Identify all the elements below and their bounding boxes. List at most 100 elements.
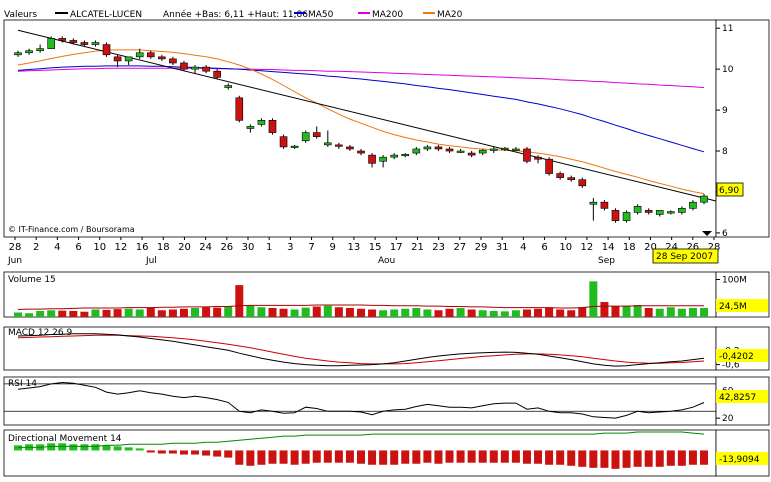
candle: [423, 146, 432, 150]
candle: [124, 56, 133, 62]
dm-title: Directional Movement 14: [8, 434, 122, 444]
volume-bar: [412, 308, 421, 317]
volume-bar: [434, 310, 443, 317]
candle: [58, 38, 67, 41]
xtick-label: 4: [54, 242, 60, 253]
dm-bar: [700, 450, 708, 465]
candle: [202, 66, 210, 72]
volume-bar: [357, 308, 365, 317]
macd-panel-axis-frame: [715, 326, 770, 371]
candle: [512, 148, 520, 151]
dm-bar: [556, 450, 565, 465]
xtick-label: 30: [242, 242, 255, 253]
dm-bar: [522, 450, 531, 464]
candle: [102, 44, 111, 56]
dm-bar: [191, 450, 200, 455]
volume-bar: [135, 309, 144, 317]
dm-bar: [113, 446, 122, 451]
dm-bar: [345, 450, 354, 463]
dm-bar: [578, 450, 587, 467]
candle: [301, 132, 310, 142]
volume-bar: [334, 307, 343, 317]
volume-bar: [589, 281, 598, 317]
candle: [91, 42, 100, 45]
dm-bar: [511, 450, 520, 463]
ma50-line: [17, 65, 705, 153]
volume-bar: [633, 305, 642, 317]
volume-bar: [379, 310, 388, 317]
xtick-label: 9: [330, 242, 336, 253]
volume-bar: [202, 307, 211, 317]
dm-bar: [69, 444, 78, 451]
volume-bar: [700, 308, 708, 317]
dm-line: [18, 431, 705, 448]
volume-bar: [456, 308, 465, 317]
candle: [279, 136, 288, 148]
candle: [257, 120, 266, 125]
xtick-label: 27: [453, 242, 466, 253]
dm-bar: [456, 450, 465, 463]
volume-bar: [279, 308, 288, 317]
candle: [534, 156, 542, 160]
directional-movement-panel: Directional Movement 14 -13,9094: [3, 429, 770, 477]
dm-bar: [545, 450, 554, 465]
volume-bar: [268, 308, 277, 317]
xtick-label: 24: [199, 242, 212, 253]
xtick-label: 23: [432, 242, 445, 253]
candle: [47, 38, 55, 49]
xtick-label: 4: [520, 242, 526, 253]
rsi-panel: RSI 14602042,8257: [3, 376, 770, 426]
xtick-label: 18: [623, 242, 636, 253]
month-label: Sep: [598, 256, 615, 266]
volume-bar: [235, 285, 244, 317]
volume-bar: [47, 310, 56, 317]
watermark: © IT-Finance.com / Boursorama: [8, 225, 135, 234]
volume-bar: [688, 308, 697, 317]
candle: [368, 154, 376, 164]
candle: [501, 147, 509, 150]
xtick-label: 20: [644, 242, 657, 253]
price-ytick-label: 6: [722, 229, 728, 239]
candle: [36, 48, 44, 52]
volume-bar: [191, 308, 200, 317]
volume-bar: [257, 307, 266, 317]
volume-bar: [157, 310, 166, 317]
dm-bar: [390, 450, 399, 465]
scroll-down-icon[interactable]: [702, 231, 712, 236]
macd-signal-line: [17, 334, 705, 365]
macd-title: MACD 12 26 9: [8, 328, 72, 338]
xtick-label: 10: [93, 242, 106, 253]
dm-bar: [589, 450, 598, 468]
volume-bar: [36, 311, 45, 317]
candle: [633, 205, 642, 213]
dm-bar: [655, 450, 664, 467]
volume-bar: [323, 305, 332, 317]
price-ytick-label: 10: [722, 65, 734, 75]
xtick-label: 16: [136, 242, 149, 253]
candle: [545, 158, 553, 174]
candle: [401, 153, 410, 157]
legend-label-ma50: MA50: [308, 10, 334, 20]
dm-bar: [423, 450, 432, 463]
dm-bar: [202, 450, 211, 456]
rsi-line: [17, 381, 705, 419]
volume-bar: [80, 311, 89, 317]
dm-bar: [91, 444, 100, 451]
dm-bar: [290, 450, 299, 465]
volume-bar: [655, 308, 664, 317]
candle: [689, 201, 697, 209]
candle: [578, 179, 587, 187]
candle: [324, 142, 332, 146]
volume-bar: [677, 308, 686, 317]
candle: [467, 152, 476, 156]
candle: [434, 146, 443, 150]
legend-label-ma20: MA20: [437, 10, 463, 20]
volume-bar: [113, 309, 122, 317]
volume-bar: [312, 306, 321, 317]
month-label: Jun: [7, 256, 22, 266]
volume-bar: [345, 308, 354, 317]
volume-bar: [445, 308, 454, 317]
dm-bar: [135, 448, 144, 451]
dm-bar: [268, 450, 277, 464]
